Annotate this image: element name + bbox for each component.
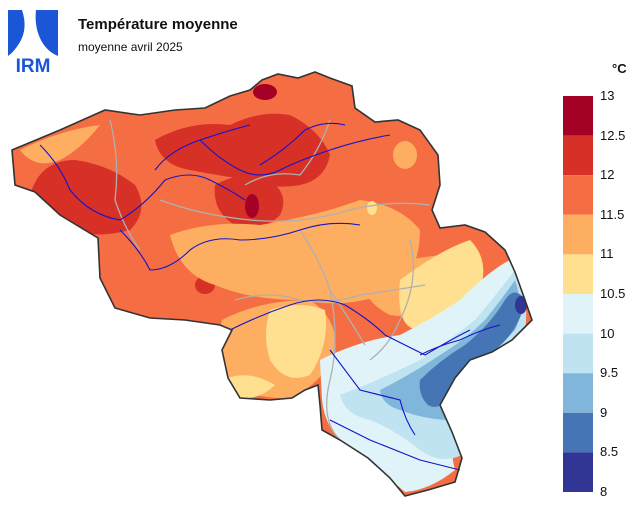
legend-tick-label: 12 xyxy=(600,167,615,183)
zone-11-east xyxy=(399,240,484,330)
legend-tick-label: 10.5 xyxy=(600,286,626,301)
province-borders xyxy=(109,119,431,441)
legend-tick-label: 10 xyxy=(600,325,615,341)
legend-unit: °C xyxy=(612,61,627,76)
belgium-temperature-map xyxy=(11,71,533,497)
legend-swatch xyxy=(563,175,593,215)
zone-12-north xyxy=(155,113,330,187)
legend-colorbar xyxy=(563,96,593,492)
legend-tick-label: 9 xyxy=(600,404,608,420)
legend-tick-label: 8 xyxy=(600,484,608,499)
map-subtitle: moyenne avril 2025 xyxy=(78,40,183,54)
logo-wave-right xyxy=(35,10,58,56)
zone-11-spot xyxy=(367,201,377,215)
zone-11-5-central xyxy=(170,200,420,304)
zone-8-5-spot xyxy=(515,296,527,314)
belgium-border xyxy=(11,71,533,497)
legend-tick-label: 11.5 xyxy=(600,206,625,222)
legend-tick-label: 11 xyxy=(600,246,614,262)
zone-12-5-north xyxy=(253,84,277,100)
legend-tick-label: 8.5 xyxy=(600,444,619,460)
temperature-fill xyxy=(12,72,532,496)
legend-swatch xyxy=(563,214,593,255)
rivers xyxy=(39,122,501,471)
legend-swatch xyxy=(563,452,593,492)
legend-swatch xyxy=(563,412,593,453)
legend-tick-label: 13 xyxy=(600,88,615,103)
logo-text: IRM xyxy=(16,56,51,74)
legend-swatch xyxy=(563,254,593,294)
legend-swatch xyxy=(563,135,593,176)
legend-swatch xyxy=(563,373,593,413)
zone-9-5-ardennes xyxy=(380,280,520,420)
zone-11-southwest xyxy=(228,375,275,399)
legend-swatch xyxy=(563,333,593,374)
legend-swatch xyxy=(563,294,593,334)
map-title: Température moyenne xyxy=(78,16,238,33)
zone-13-brussels xyxy=(245,194,259,218)
legend-tick-label: 12.5 xyxy=(600,127,626,143)
legend-swatch xyxy=(563,96,593,136)
zone-9-hautes-fagnes xyxy=(419,292,525,407)
irm-logo: IRM xyxy=(8,10,58,74)
legend-tick-label: 9.5 xyxy=(600,365,619,381)
logo-wave-left xyxy=(8,10,25,56)
zone-11-5-northeast xyxy=(393,141,417,169)
zone-11-5-northwest xyxy=(20,125,100,164)
zone-11-south xyxy=(266,305,326,378)
